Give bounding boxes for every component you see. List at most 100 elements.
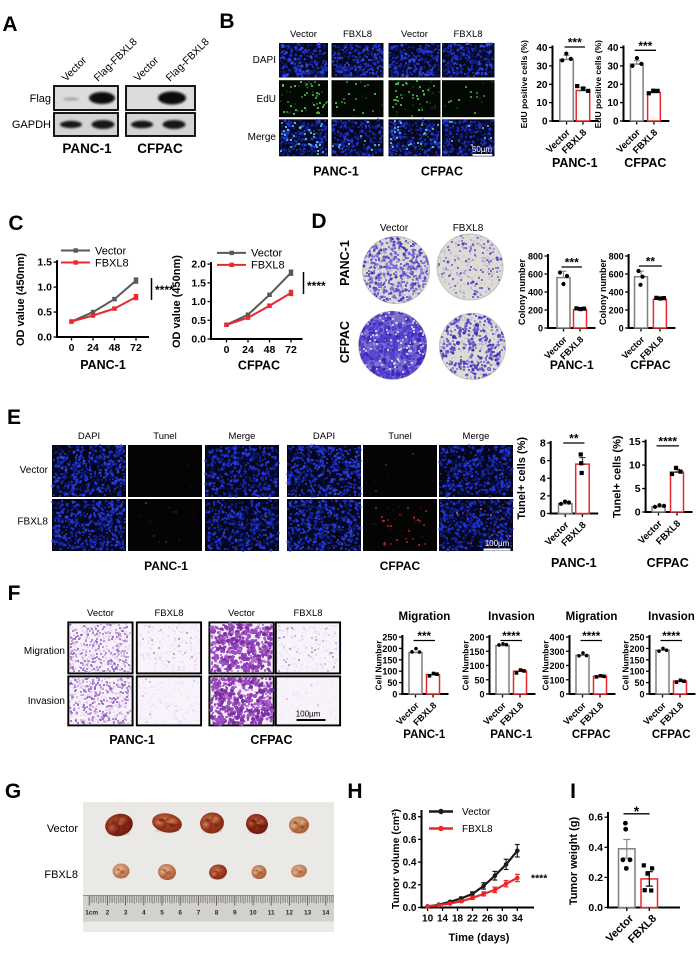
svg-text:100µm: 100µm: [296, 710, 321, 719]
svg-text:0: 0: [538, 324, 543, 334]
svg-text:1.5: 1.5: [191, 277, 206, 289]
svg-text:Cell Number: Cell Number: [461, 640, 471, 691]
svg-text:Cell Number: Cell Number: [373, 640, 383, 691]
svg-text:CFPAC: CFPAC: [647, 556, 689, 570]
svg-text:C: C: [8, 212, 23, 235]
svg-text:E: E: [7, 406, 21, 429]
svg-text:10: 10: [249, 910, 257, 917]
svg-text:400: 400: [549, 633, 564, 643]
svg-text:PANC-1: PANC-1: [80, 358, 126, 372]
svg-text:CFPAC: CFPAC: [238, 359, 280, 373]
svg-text:CFPAC: CFPAC: [137, 141, 183, 156]
svg-text:10: 10: [629, 460, 641, 472]
svg-text:Vector: Vector: [60, 54, 90, 84]
svg-text:Vector: Vector: [462, 807, 491, 818]
svg-text:600: 600: [528, 270, 543, 280]
svg-text:DAPI: DAPI: [78, 431, 100, 442]
svg-text:Flag-FBXL8: Flag-FBXL8: [164, 36, 212, 84]
svg-text:300: 300: [549, 647, 564, 657]
svg-text:72: 72: [130, 342, 142, 354]
svg-text:50µm: 50µm: [472, 145, 493, 154]
svg-text:10: 10: [536, 98, 548, 109]
svg-text:26: 26: [482, 914, 494, 925]
svg-text:Colony number: Colony number: [517, 259, 527, 325]
svg-text:Vector: Vector: [87, 608, 114, 619]
svg-text:150: 150: [469, 647, 484, 657]
svg-text:EdU positive cells (%): EdU positive cells (%): [519, 40, 529, 128]
svg-text:9: 9: [233, 910, 237, 917]
svg-text:0.0: 0.0: [403, 903, 417, 914]
svg-text:PANC-1: PANC-1: [313, 165, 359, 179]
svg-text:0: 0: [635, 507, 641, 519]
svg-text:CFPAC: CFPAC: [380, 559, 421, 573]
svg-text:F: F: [8, 582, 21, 605]
svg-text:100: 100: [382, 667, 397, 677]
svg-text:Vector: Vector: [95, 245, 127, 257]
svg-text:****: ****: [662, 631, 680, 643]
svg-text:Tunel: Tunel: [388, 431, 411, 442]
svg-text:100: 100: [629, 667, 644, 677]
svg-text:H: H: [347, 780, 362, 803]
svg-text:0: 0: [639, 690, 644, 700]
svg-text:0.6: 0.6: [403, 835, 417, 846]
svg-text:8: 8: [540, 438, 546, 450]
svg-text:PANC-1: PANC-1: [109, 733, 155, 747]
svg-text:Tumor weight (g): Tumor weight (g): [568, 816, 580, 905]
svg-text:0: 0: [540, 508, 546, 520]
svg-text:30: 30: [497, 914, 509, 925]
svg-text:Invasion: Invasion: [28, 696, 65, 707]
svg-text:EdU: EdU: [257, 94, 276, 105]
svg-text:48: 48: [109, 342, 121, 354]
svg-text:0.5: 0.5: [37, 307, 52, 319]
svg-text:CFPAC: CFPAC: [652, 729, 691, 741]
svg-text:8: 8: [215, 910, 219, 917]
svg-text:0: 0: [224, 344, 230, 356]
svg-text:FBXL8: FBXL8: [95, 257, 129, 269]
svg-text:13: 13: [304, 910, 312, 917]
svg-text:40: 40: [607, 43, 619, 54]
svg-text:400: 400: [528, 288, 543, 298]
svg-text:Tumor volume (cm²): Tumor volume (cm²): [390, 809, 402, 909]
svg-text:0: 0: [542, 117, 548, 128]
svg-text:Flag: Flag: [30, 93, 51, 105]
svg-text:48: 48: [264, 344, 276, 356]
svg-text:Invasion: Invasion: [648, 611, 695, 623]
svg-text:22: 22: [467, 914, 479, 925]
svg-text:0: 0: [559, 690, 564, 700]
svg-text:0.2: 0.2: [403, 880, 417, 891]
svg-text:A: A: [2, 13, 17, 36]
svg-text:I: I: [570, 780, 576, 803]
svg-text:Colony number: Colony number: [598, 259, 608, 325]
svg-text:7: 7: [197, 910, 201, 917]
svg-text:PANC-1: PANC-1: [403, 729, 446, 741]
svg-text:250: 250: [629, 633, 644, 643]
svg-text:400: 400: [609, 288, 624, 298]
svg-text:Merge: Merge: [463, 431, 490, 442]
svg-text:CFPAC: CFPAC: [624, 156, 666, 170]
svg-text:*: *: [634, 803, 640, 819]
svg-text:PANC-1: PANC-1: [552, 156, 598, 170]
svg-text:200: 200: [629, 644, 644, 654]
svg-text:72: 72: [285, 344, 297, 356]
svg-text:0.4: 0.4: [588, 842, 603, 854]
svg-text:12: 12: [286, 910, 294, 917]
svg-text:Merge: Merge: [229, 431, 256, 442]
svg-text:***: ***: [638, 39, 652, 53]
svg-text:6: 6: [540, 455, 546, 467]
svg-text:DAPI: DAPI: [253, 55, 276, 66]
svg-text:B: B: [219, 10, 234, 33]
svg-text:600: 600: [609, 270, 624, 280]
svg-text:DAPI: DAPI: [313, 431, 335, 442]
svg-text:CFPAC: CFPAC: [630, 358, 671, 372]
svg-text:800: 800: [609, 252, 624, 262]
svg-text:CFPAC: CFPAC: [421, 165, 463, 179]
svg-text:Vector: Vector: [132, 54, 162, 84]
svg-text:150: 150: [629, 655, 644, 665]
svg-text:200: 200: [528, 306, 543, 316]
svg-text:****: ****: [582, 631, 600, 643]
svg-text:2.0: 2.0: [191, 259, 206, 271]
svg-text:***: ***: [418, 631, 432, 643]
svg-text:34: 34: [512, 914, 524, 925]
svg-text:Tunel+ cells (%): Tunel+ cells (%): [612, 435, 624, 518]
svg-text:FBXL8: FBXL8: [44, 869, 78, 881]
